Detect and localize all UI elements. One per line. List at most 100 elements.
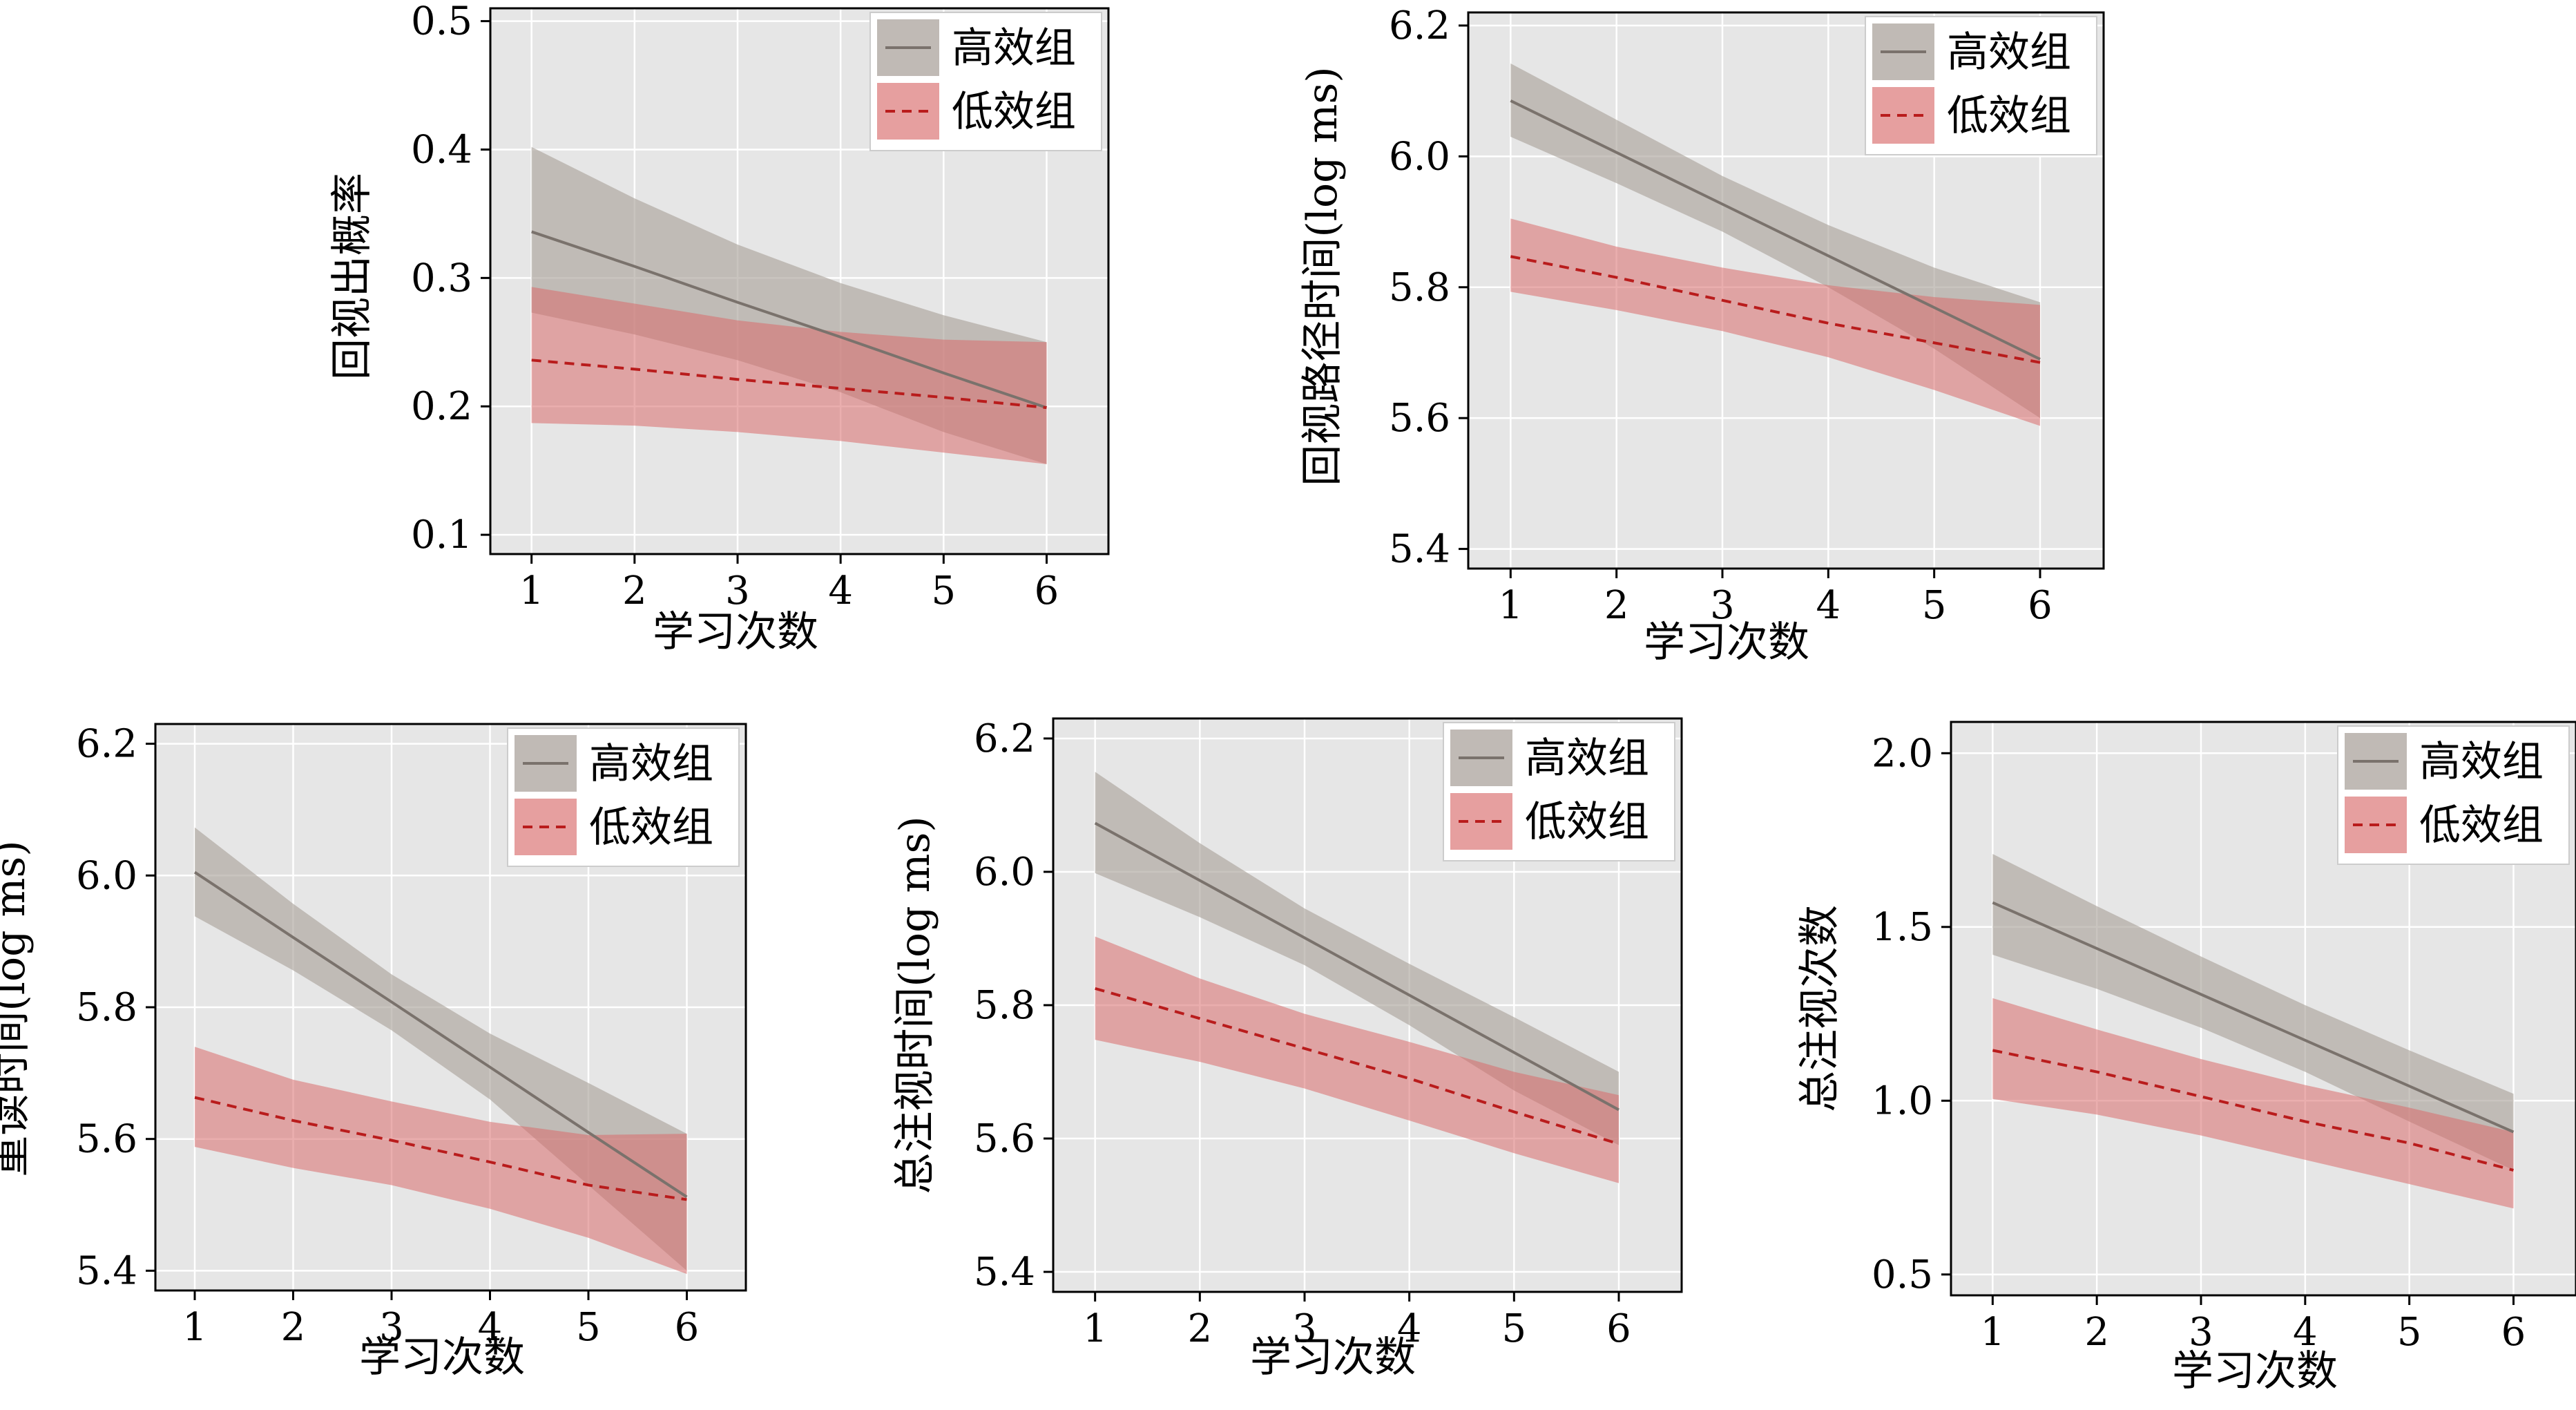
- y-tick-label: 5.6: [76, 1117, 137, 1162]
- x-tick-label: 3: [1710, 583, 1735, 628]
- series-line-low: [194, 1096, 687, 1201]
- x-tick-label: 6: [2501, 1310, 2526, 1355]
- x-tick-label: 6: [1035, 569, 1059, 613]
- legend-label-low: 低效组: [589, 803, 713, 852]
- y-tick-label: 6.2: [974, 716, 1035, 761]
- x-tick-label: 2: [622, 569, 647, 613]
- y-axis-label: 总注视时间(log ms): [891, 816, 939, 1194]
- y-tick-label: 5.4: [1389, 527, 1450, 572]
- x-axis-label: 学习次数: [653, 608, 818, 656]
- x-tick-label: 4: [2293, 1310, 2318, 1355]
- y-tick-label: 5.8: [974, 983, 1035, 1028]
- x-tick-label: 3: [725, 569, 750, 613]
- ci-band-low: [1095, 936, 1619, 1183]
- y-tick-label: 0.3: [411, 256, 472, 301]
- y-tick-label: 6.0: [974, 850, 1035, 895]
- y-tick-label: 0.1: [411, 513, 472, 558]
- y-tick-label: 5.4: [76, 1248, 137, 1293]
- series-line-high: [531, 230, 1048, 409]
- x-tick-label: 4: [478, 1305, 503, 1350]
- y-tick-label: 6.2: [1389, 3, 1450, 48]
- legend-label-high: 高效组: [589, 740, 713, 788]
- x-tick-label: 4: [1397, 1306, 1422, 1351]
- x-tick-label: 4: [1816, 583, 1841, 628]
- chart-panel-2: 1 2 3 4 5 6 5.4 5.6 5.8 6.0 6.2 学习次数 回视路径时间(log ms) 高…: [1298, 3, 2105, 667]
- x-tick-label: 1: [519, 569, 544, 613]
- x-tick-label: 5: [932, 569, 957, 613]
- y-tick-label: 5.8: [1389, 265, 1450, 310]
- legend-label-low: 低效组: [2419, 801, 2544, 850]
- y-axis-label: 回视出概率: [328, 173, 376, 380]
- series-line-high: [1094, 821, 1619, 1112]
- x-tick-label: 6: [1606, 1306, 1631, 1351]
- y-axis-label: 重读时间(log ms): [0, 840, 35, 1176]
- ci-band-high: [1095, 772, 1619, 1145]
- axes-frame: [1467, 11, 2105, 570]
- legend-label-high: 高效组: [952, 24, 1076, 73]
- y-axis-label: 总注视次数: [1796, 905, 1844, 1112]
- x-axis-label: 学习次数: [1250, 1333, 1416, 1382]
- x-tick-label: 6: [2028, 583, 2053, 628]
- x-tick-label: 3: [379, 1305, 404, 1350]
- ci-band-low: [1510, 218, 2040, 426]
- y-tick-label: 6.2: [76, 722, 137, 767]
- y-tick-label: 1.5: [1872, 905, 1933, 950]
- x-axis-label: 学习次数: [1644, 618, 1809, 667]
- y-tick-label: 2.0: [1872, 731, 1933, 776]
- legend-label-high: 高效组: [2419, 738, 2544, 786]
- x-tick-label: 1: [182, 1305, 207, 1350]
- series-line-high: [1992, 901, 2515, 1134]
- x-tick-label: 2: [1188, 1306, 1213, 1351]
- series-line-high: [1510, 99, 2041, 361]
- y-tick-label: 5.6: [974, 1116, 1035, 1161]
- legend-label-high: 高效组: [1947, 28, 2071, 77]
- x-tick-label: 5: [1922, 583, 1947, 628]
- x-tick-label: 4: [828, 569, 853, 613]
- legend-label-high: 高效组: [1525, 734, 1649, 783]
- series-line-low: [1992, 1049, 2515, 1172]
- series-line-low: [1095, 987, 1619, 1145]
- ci-band-low: [531, 287, 1047, 464]
- y-tick-label: 6.0: [1389, 134, 1450, 179]
- ci-band-low: [1992, 998, 2514, 1209]
- x-tick-label: 2: [2084, 1310, 2109, 1355]
- y-tick-label: 5.4: [974, 1250, 1035, 1295]
- x-tick-label: 2: [281, 1305, 306, 1350]
- y-tick-label: 0.4: [411, 127, 472, 172]
- series-line-low: [1510, 255, 2041, 364]
- legend-label-low: 低效组: [1947, 92, 2071, 140]
- y-tick-label: 5.6: [1389, 396, 1450, 441]
- x-tick-label: 3: [2189, 1310, 2213, 1355]
- ci-band-high: [1992, 854, 2514, 1170]
- x-tick-label: 2: [1604, 583, 1629, 628]
- legend-label-low: 低效组: [1525, 798, 1649, 846]
- series-line-high: [193, 870, 688, 1199]
- chart-panel-4: 1 2 3 4 5 6 5.4 5.6 5.8 6.0 6.2 学习次数 总注视时间(log ms) 高效…: [891, 716, 1683, 1382]
- x-axis-label: 学习次数: [359, 1333, 525, 1382]
- x-tick-label: 5: [1502, 1306, 1527, 1351]
- ci-band-low: [195, 1047, 687, 1275]
- y-tick-label: 0.2: [411, 384, 472, 429]
- axes-frame: [489, 7, 1110, 555]
- y-tick-label: 0.5: [411, 0, 472, 44]
- x-tick-label: 6: [675, 1305, 700, 1350]
- y-axis-label: 回视路径时间(log ms): [1298, 66, 1347, 486]
- x-tick-label: 1: [1499, 583, 1524, 628]
- x-tick-label: 5: [2397, 1310, 2422, 1355]
- x-axis-label: 学习次数: [2172, 1347, 2338, 1395]
- y-tick-label: 5.8: [76, 985, 137, 1030]
- chart-panel-3: 1 2 3 4 5 6 5.4 5.6 5.8 6.0 6.2 学习次数 重读时间(log ms) 高效组…: [0, 722, 747, 1382]
- y-tick-label: 0.5: [1872, 1252, 1933, 1297]
- x-tick-label: 1: [1083, 1306, 1108, 1351]
- x-tick-label: 3: [1292, 1306, 1317, 1351]
- y-tick-label: 1.0: [1872, 1078, 1933, 1123]
- x-tick-label: 5: [576, 1305, 601, 1350]
